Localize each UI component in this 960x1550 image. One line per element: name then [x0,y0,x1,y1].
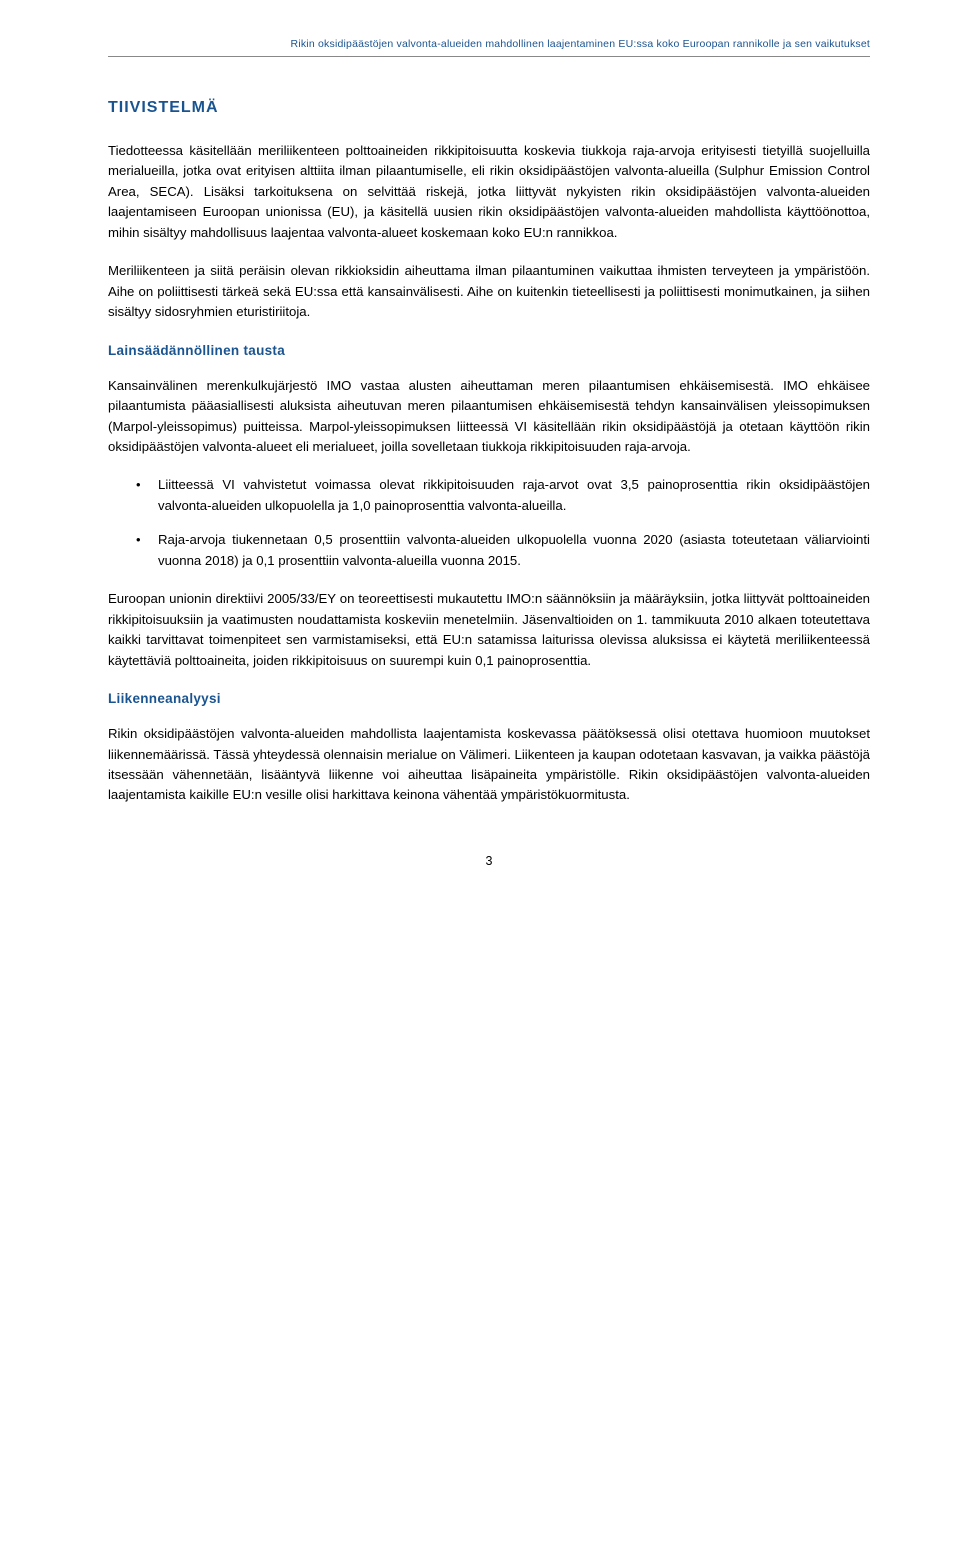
list-item: Liitteessä VI vahvistetut voimassa oleva… [136,475,870,516]
bullet-list-limits: Liitteessä VI vahvistetut voimassa oleva… [108,475,870,571]
paragraph-intro-1: Tiedotteessa käsitellään meriliikenteen … [108,141,870,243]
paragraph-legislative-1: Kansainvälinen merenkulkujärjestö IMO va… [108,376,870,458]
section-heading-legislative: Lainsäädännöllinen tausta [108,343,870,358]
document-page: Rikin oksidipäästöjen valvonta-alueiden … [0,0,960,928]
document-title: TIIVISTELMÄ [108,99,870,117]
running-header: Rikin oksidipäästöjen valvonta-alueiden … [108,38,870,57]
paragraph-legislative-2: Euroopan unionin direktiivi 2005/33/EY o… [108,589,870,671]
page-number: 3 [108,854,870,868]
paragraph-traffic-1: Rikin oksidipäästöjen valvonta-alueiden … [108,724,870,806]
paragraph-intro-2: Meriliikenteen ja siitä peräisin olevan … [108,261,870,322]
section-heading-traffic: Liikenneanalyysi [108,691,870,706]
list-item: Raja-arvoja tiukennetaan 0,5 prosenttiin… [136,530,870,571]
